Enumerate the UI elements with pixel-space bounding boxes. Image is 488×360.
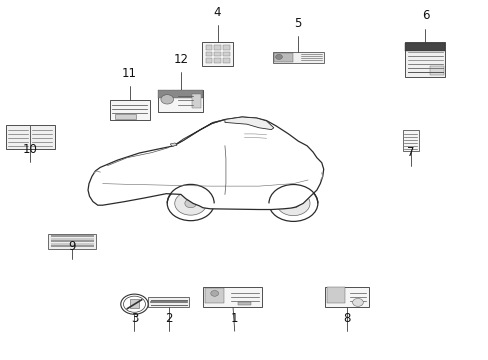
FancyBboxPatch shape bbox=[204, 288, 224, 303]
Circle shape bbox=[184, 199, 196, 208]
Text: 11: 11 bbox=[122, 67, 137, 80]
FancyBboxPatch shape bbox=[202, 42, 232, 66]
FancyBboxPatch shape bbox=[214, 45, 221, 50]
FancyBboxPatch shape bbox=[158, 90, 203, 112]
FancyBboxPatch shape bbox=[51, 235, 94, 237]
Circle shape bbox=[276, 191, 309, 216]
FancyBboxPatch shape bbox=[205, 45, 212, 50]
Polygon shape bbox=[170, 143, 177, 146]
Text: 3: 3 bbox=[130, 312, 138, 325]
FancyBboxPatch shape bbox=[6, 125, 55, 149]
FancyBboxPatch shape bbox=[326, 287, 344, 303]
FancyBboxPatch shape bbox=[272, 52, 323, 63]
FancyBboxPatch shape bbox=[405, 42, 445, 77]
FancyBboxPatch shape bbox=[147, 297, 189, 307]
FancyBboxPatch shape bbox=[205, 58, 212, 63]
Text: 6: 6 bbox=[421, 9, 428, 22]
FancyBboxPatch shape bbox=[405, 43, 445, 51]
Text: 12: 12 bbox=[173, 53, 188, 66]
FancyBboxPatch shape bbox=[325, 287, 368, 307]
Circle shape bbox=[161, 95, 173, 104]
Circle shape bbox=[174, 192, 206, 215]
Polygon shape bbox=[88, 117, 323, 210]
FancyBboxPatch shape bbox=[273, 53, 292, 62]
FancyBboxPatch shape bbox=[214, 58, 221, 63]
Text: 2: 2 bbox=[164, 312, 172, 325]
FancyBboxPatch shape bbox=[205, 52, 212, 56]
Circle shape bbox=[275, 54, 282, 59]
FancyBboxPatch shape bbox=[51, 238, 94, 240]
FancyBboxPatch shape bbox=[130, 299, 139, 308]
FancyBboxPatch shape bbox=[429, 66, 443, 75]
Text: 5: 5 bbox=[294, 17, 302, 30]
Circle shape bbox=[210, 291, 218, 296]
Circle shape bbox=[121, 294, 148, 314]
FancyBboxPatch shape bbox=[223, 45, 229, 50]
Text: 7: 7 bbox=[406, 146, 414, 159]
FancyBboxPatch shape bbox=[402, 130, 418, 151]
FancyBboxPatch shape bbox=[51, 240, 94, 242]
Text: 9: 9 bbox=[68, 240, 76, 253]
Text: 10: 10 bbox=[23, 143, 38, 156]
Polygon shape bbox=[224, 117, 273, 130]
FancyBboxPatch shape bbox=[223, 58, 229, 63]
Circle shape bbox=[123, 296, 145, 312]
Text: 8: 8 bbox=[343, 312, 350, 325]
FancyBboxPatch shape bbox=[115, 114, 136, 119]
FancyBboxPatch shape bbox=[214, 52, 221, 56]
FancyBboxPatch shape bbox=[109, 100, 149, 120]
Circle shape bbox=[268, 185, 317, 221]
FancyBboxPatch shape bbox=[237, 302, 251, 305]
FancyBboxPatch shape bbox=[51, 243, 94, 245]
Polygon shape bbox=[173, 120, 224, 146]
Circle shape bbox=[352, 298, 363, 306]
Text: 1: 1 bbox=[230, 312, 238, 325]
FancyBboxPatch shape bbox=[51, 246, 94, 247]
Text: 4: 4 bbox=[213, 6, 221, 19]
Circle shape bbox=[287, 199, 299, 208]
FancyBboxPatch shape bbox=[203, 287, 261, 307]
FancyBboxPatch shape bbox=[158, 90, 203, 98]
Circle shape bbox=[167, 186, 214, 221]
FancyBboxPatch shape bbox=[48, 234, 96, 249]
FancyBboxPatch shape bbox=[223, 52, 229, 56]
FancyBboxPatch shape bbox=[191, 94, 201, 108]
